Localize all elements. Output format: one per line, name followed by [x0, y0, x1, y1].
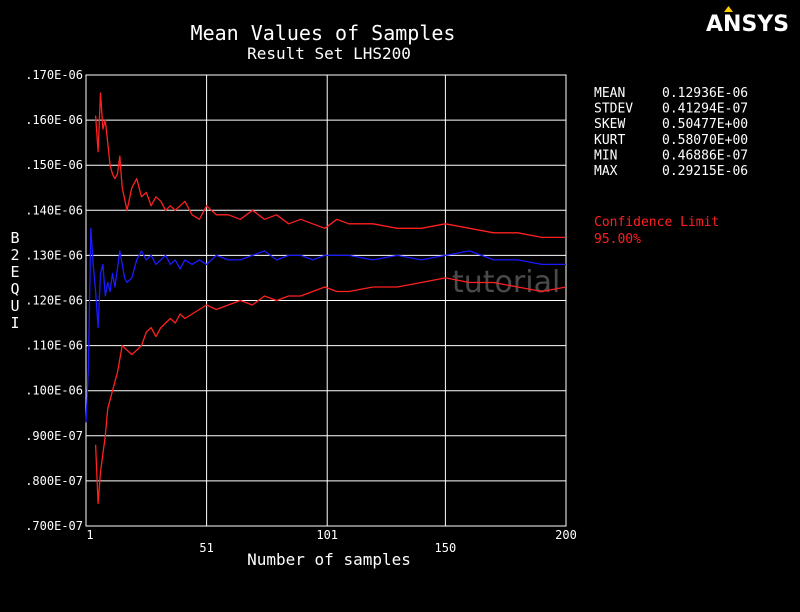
x-tick-label: 51 [199, 541, 213, 555]
y-tick-labels: .700E-07 .800E-07 .900E-07 .100E-06 .110E-06… [25, 68, 83, 533]
series-line-upper-confidence [94, 92, 566, 239]
x-tick-label: 101 [316, 528, 338, 542]
x-axis-label: Number of samples [247, 550, 411, 569]
y-tick-label: .160E-06 [25, 113, 83, 127]
stat-value: 0.50477E+00 [662, 117, 748, 132]
y-tick-label: .100E-06 [25, 384, 83, 398]
confidence-limit-value: 95.00% [594, 232, 641, 247]
series-group [85, 92, 567, 505]
y-tick-label: .900E-07 [25, 429, 83, 443]
stat-value: 0.12936E-06 [662, 86, 748, 101]
x-tick-label: 200 [555, 528, 577, 542]
stat-value: 0.29215E-06 [662, 164, 748, 179]
y-tick-label: .110E-06 [25, 339, 83, 353]
ansys-logo: ANSYS [706, 6, 789, 37]
y-axis-label-char: 2 [10, 246, 19, 264]
stat-label: MAX [594, 164, 618, 179]
y-tick-label: .170E-06 [25, 68, 83, 82]
ansys-logo-text: ANSYS [706, 12, 789, 37]
stat-label: SKEW [594, 117, 625, 132]
x-tick-label: 150 [435, 541, 457, 555]
y-axis-label-char: B [10, 229, 19, 247]
series-line-lower-confidence [94, 277, 567, 505]
stat-value: 0.46886E-07 [662, 148, 748, 163]
y-tick-label: .120E-06 [25, 294, 83, 308]
y-tick-label: .130E-06 [25, 248, 83, 262]
y-tick-label: .700E-07 [25, 519, 83, 533]
stats-panel: MEAN 0.12936E-06 STDEV 0.41294E-07 SKEW 0.504… [594, 86, 748, 179]
stat-label: STDEV [594, 102, 633, 117]
y-tick-label: .140E-06 [25, 203, 83, 217]
x-tick-labels: 1 51 101 150 200 [86, 528, 576, 555]
y-axis-label-char: U [10, 297, 19, 315]
y-axis-label-char: Q [10, 280, 19, 298]
stat-label: MIN [594, 148, 617, 163]
stat-value: 0.41294E-07 [662, 102, 748, 117]
y-tick-label: .800E-07 [25, 474, 83, 488]
x-tick-label: 1 [86, 528, 93, 542]
grid [85, 74, 567, 527]
series-line-mean [85, 227, 566, 423]
y-tick-label: .150E-06 [25, 158, 83, 172]
chart-subtitle: Result Set LHS200 [247, 44, 411, 63]
confidence-limit-label: Confidence Limit [594, 215, 719, 230]
y-axis-label-char: E [10, 263, 19, 281]
chart-title: Mean Values of Samples [191, 21, 456, 45]
stat-label: MEAN [594, 86, 625, 101]
y-axis-label-char: I [10, 314, 19, 332]
ansys-logo-accent-icon [724, 6, 733, 12]
stat-label: KURT [594, 133, 625, 148]
stat-value: 0.58070E+00 [662, 133, 748, 148]
